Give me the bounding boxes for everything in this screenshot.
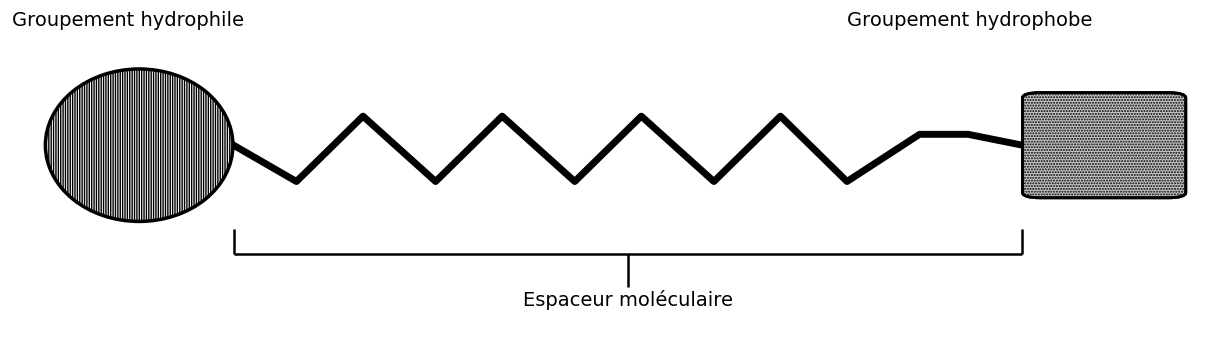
Text: Groupement hydrophile: Groupement hydrophile bbox=[12, 11, 244, 30]
Text: Espaceur moléculaire: Espaceur moléculaire bbox=[523, 290, 733, 310]
Ellipse shape bbox=[46, 69, 232, 221]
Text: Groupement hydrophobe: Groupement hydrophobe bbox=[847, 11, 1093, 30]
FancyBboxPatch shape bbox=[1022, 93, 1186, 198]
